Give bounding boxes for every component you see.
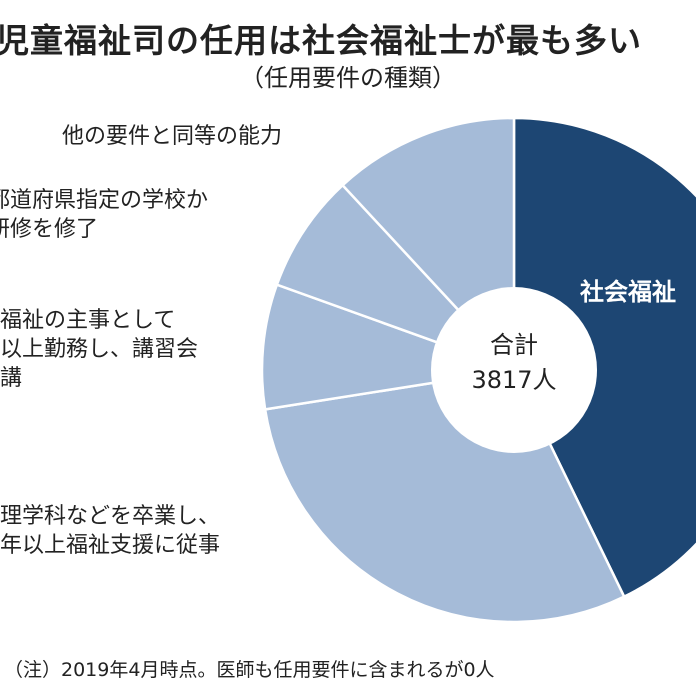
donut-hole bbox=[431, 287, 597, 453]
center-total-value: 3817人 bbox=[471, 366, 557, 394]
slice-label-prefecture-training: 都道府県指定の学校か 研修を修了 bbox=[0, 188, 209, 242]
slice-label-graduate: 理学科などを卒業し、 年以上福祉支援に従事 bbox=[0, 504, 221, 558]
chart-title: 児童福祉司の任用は社会福祉士が最も多い bbox=[0, 21, 642, 60]
slice-label-welfare-officer: 福祉の主事として 以上勤務し、講習会 講 bbox=[0, 308, 199, 391]
footnote: （注）2019年4月時点。医師も任用要件に含まれるが0人 bbox=[4, 659, 495, 681]
slice-label-other-equivalent: 他の要件と同等の能力 bbox=[62, 124, 283, 149]
slice-label-social-worker: 社会福祉 bbox=[580, 278, 676, 306]
center-total: 合計 3817人 bbox=[433, 328, 595, 398]
chart-subtitle: （任用要件の種類） bbox=[240, 64, 456, 92]
pie-slice-0 bbox=[512, 116, 696, 599]
center-total-label: 合計 bbox=[490, 331, 538, 359]
